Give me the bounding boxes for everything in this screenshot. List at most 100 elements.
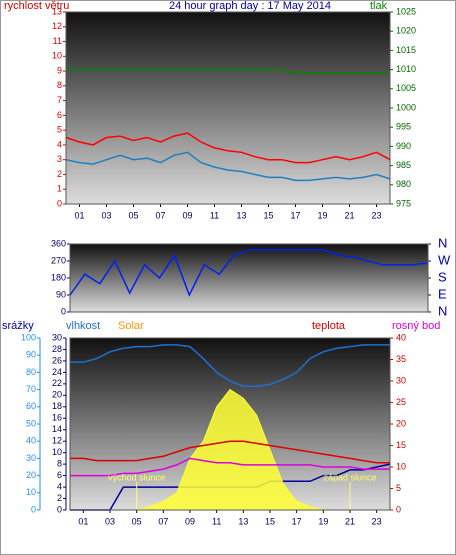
x-tick-label: 11	[210, 210, 219, 220]
y-tick-label: 60	[26, 401, 36, 411]
y2-tick-label: 30	[396, 375, 406, 385]
y2-tick-label: 1010	[396, 64, 416, 74]
x-tick-label: 23	[371, 210, 381, 220]
y2-tick-label: 10	[396, 461, 406, 471]
y-tick-label: 9	[57, 65, 62, 75]
y3-tick-label: 2	[57, 493, 62, 503]
y3-tick-label: 24	[52, 367, 62, 377]
y2-tick-label: E	[438, 286, 447, 301]
y-tick-label: 6	[57, 110, 62, 120]
x-tick-label: 15	[265, 516, 275, 526]
x-tick-label: 15	[263, 210, 273, 220]
y-tick-label: 180	[51, 272, 66, 282]
plot-border	[69, 337, 391, 511]
plot-border	[65, 11, 391, 205]
x-tick-label: 05	[132, 516, 142, 526]
y-tick-label: 1	[57, 184, 62, 194]
y2-axis-label: tlak	[370, 0, 388, 12]
y2-tick-label: N	[438, 303, 447, 318]
series-line	[70, 344, 390, 387]
plot-border	[69, 243, 429, 313]
legend-label: rosný bod	[392, 320, 440, 332]
y2-tick-label: 15	[396, 440, 406, 450]
x-tick-label: 21	[345, 516, 355, 526]
y2-tick-label: 40	[396, 332, 406, 342]
y2-tick-label: 990	[396, 141, 411, 151]
x-tick-label: 13	[238, 516, 248, 526]
y3-tick-label: 8	[57, 459, 62, 469]
x-tick-label: 01	[78, 516, 88, 526]
x-tick-label: 17	[290, 210, 300, 220]
x-tick-label: 01	[74, 210, 84, 220]
y-tick-label: 10	[26, 487, 36, 497]
y2-tick-label: 1015	[396, 45, 416, 55]
y-tick-label: 360	[51, 238, 66, 248]
y2-tick-label: 35	[396, 354, 406, 364]
plot-background	[70, 244, 428, 312]
x-tick-label: 09	[182, 210, 192, 220]
series-line	[69, 248, 429, 297]
y2-tick-label: 5	[396, 483, 401, 493]
x-tick-label: 09	[185, 516, 195, 526]
y-axis-label: rychlost větru	[4, 0, 69, 12]
y3-tick-label: 4	[57, 481, 62, 491]
y-tick-label: 50	[26, 418, 36, 428]
y-tick-label: 2	[57, 169, 62, 179]
y-tick-label: 20	[26, 470, 36, 480]
x-tick-label: 17	[292, 516, 302, 526]
y-tick-label: 270	[51, 255, 66, 265]
y3-tick-label: 10	[52, 447, 62, 457]
y2-tick-label: 1025	[396, 6, 416, 16]
series-line	[70, 457, 390, 477]
x-tick-label: 07	[158, 516, 168, 526]
y3-tick-label: 14	[52, 424, 62, 434]
y3-tick-label: 6	[57, 470, 62, 480]
y2-tick-label: 1000	[396, 102, 416, 112]
x-tick-label: 11	[212, 516, 221, 526]
x-tick-label: 03	[101, 210, 111, 220]
legend-label: srážky	[2, 320, 34, 332]
y-tick-label: 5	[57, 125, 62, 135]
x-tick-label: 13	[236, 210, 246, 220]
y2-tick-label: 25	[396, 397, 406, 407]
y2-tick-label: 975	[396, 198, 411, 208]
y2-tick-label: 20	[396, 418, 406, 428]
y-tick-label: 0	[61, 306, 66, 316]
y-tick-label: 10	[52, 51, 62, 61]
y3-tick-label: 18	[52, 401, 62, 411]
x-tick-label: 07	[155, 210, 165, 220]
y2-tick-label: 1020	[396, 26, 416, 36]
y-tick-label: 3	[57, 154, 62, 164]
y2-tick-label: S	[438, 269, 447, 284]
y3-tick-label: 0	[57, 504, 62, 514]
y-tick-label: 0	[31, 504, 36, 514]
y2-tick-label: W	[438, 252, 451, 267]
y-tick-label: 0	[57, 198, 62, 208]
legend-label: teplota	[312, 320, 346, 332]
x-tick-label: 21	[344, 210, 354, 220]
y2-tick-label: N	[438, 235, 447, 250]
y3-tick-label: 16	[52, 413, 62, 423]
y-tick-label: 11	[53, 36, 62, 46]
y-tick-label: 100	[21, 332, 36, 342]
y2-tick-label: 1005	[396, 83, 416, 93]
series-line	[66, 68, 390, 75]
y3-tick-label: 20	[52, 390, 62, 400]
y2-tick-label: 0	[396, 504, 401, 514]
y2-tick-label: 995	[396, 122, 411, 132]
y-tick-label: 4	[57, 139, 62, 149]
x-tick-label: 19	[318, 516, 328, 526]
y-tick-label: 80	[26, 367, 36, 377]
y-tick-label: 13	[52, 6, 62, 16]
chart-title: 24 hour graph day : 17 May 2014	[169, 0, 331, 12]
y3-tick-label: 26	[52, 355, 62, 365]
y-tick-label: 70	[26, 384, 36, 394]
series-line	[65, 151, 391, 182]
legend-label: Solar	[118, 320, 144, 332]
y3-tick-label: 30	[52, 332, 62, 342]
y-tick-label: 30	[26, 453, 36, 463]
annotation: západ slunce	[323, 472, 376, 482]
y-tick-label: 7	[57, 95, 62, 105]
